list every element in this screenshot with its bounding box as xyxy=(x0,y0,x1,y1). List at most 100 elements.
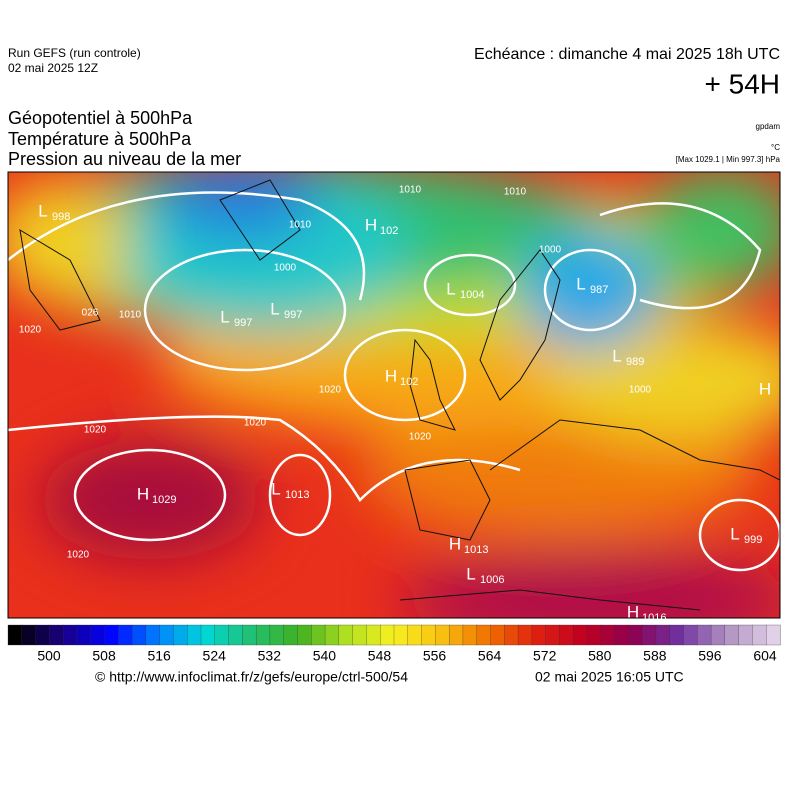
title: Pression au niveau de la mer xyxy=(8,149,241,169)
colorbar-tick-label: 564 xyxy=(478,648,502,664)
center-type: L xyxy=(220,307,229,326)
center-type: L xyxy=(576,274,585,293)
colorbar-swatch xyxy=(421,624,437,646)
colorbar-swatch xyxy=(490,624,505,646)
colorbar-swatch xyxy=(242,624,257,646)
colorbar-swatch xyxy=(641,624,657,646)
colorbar-swatch xyxy=(311,624,326,646)
colorbar-swatch xyxy=(297,624,312,646)
center-value: 1013 xyxy=(464,544,488,556)
isobar-label: 1020 xyxy=(244,418,267,429)
colorbar-swatch xyxy=(448,624,464,646)
isobar-label: 1010 xyxy=(119,310,142,321)
isobar-label: 1000 xyxy=(274,263,297,274)
colorbar-swatch xyxy=(710,624,726,646)
colorbar-swatch xyxy=(669,624,685,646)
colorbar-swatch xyxy=(600,624,616,646)
isobar-label: 1000 xyxy=(629,385,652,396)
colorbar-swatch xyxy=(407,624,423,646)
colorbar-swatch xyxy=(255,624,271,646)
colorbar-swatch xyxy=(159,624,175,646)
colorbar-swatch xyxy=(752,624,767,646)
center-value: 102 xyxy=(380,225,398,237)
colorbar-tick-label: 596 xyxy=(698,648,722,664)
colorbar-tick-label: 508 xyxy=(92,648,116,664)
colorbar-swatch xyxy=(366,624,381,646)
colorbar-swatch xyxy=(62,624,78,646)
colorbar-tick-label: 588 xyxy=(643,648,667,664)
colorbar-swatch xyxy=(338,624,354,646)
colorbar-tick-label: 540 xyxy=(313,648,337,664)
colorbar-swatch xyxy=(655,624,671,646)
colorbar-swatch xyxy=(724,624,740,646)
colorbar-tick-label: 500 xyxy=(37,648,61,664)
center-value: 989 xyxy=(626,356,644,368)
isobar-label: 1020 xyxy=(84,425,107,436)
isobar-label: 1020 xyxy=(409,432,432,443)
valid-time: Echéance : dimanche 4 mai 2025 18h UTC xyxy=(474,46,780,63)
center-value: 999 xyxy=(744,534,762,546)
colorbar-swatch xyxy=(462,624,478,646)
colorbar-swatch xyxy=(380,624,395,646)
colorbar-swatch xyxy=(435,624,450,646)
colorbar-swatch xyxy=(614,624,630,646)
center-value: 997 xyxy=(284,309,302,321)
colorbar-swatch xyxy=(504,624,519,646)
colorbar-swatch xyxy=(683,624,698,646)
isobar-label: 1020 xyxy=(319,385,342,396)
isobar-label: 1010 xyxy=(504,187,527,198)
isobar-label: 1020 xyxy=(19,325,42,336)
colorbar-swatch xyxy=(35,624,51,646)
title: Géopotentiel à 500hPa xyxy=(8,108,193,128)
colorbar-swatch xyxy=(7,624,23,646)
colorbar-tick-label: 556 xyxy=(423,648,447,664)
center-value: 102 xyxy=(400,376,418,388)
colorbar-swatch xyxy=(173,624,188,646)
colorbar-tick-label: 548 xyxy=(368,648,392,664)
lead-time: + 54H xyxy=(705,68,781,99)
isobar-label: 1010 xyxy=(399,185,422,196)
colorbar-swatch xyxy=(76,624,92,646)
colorbar-tick-label: 604 xyxy=(753,648,777,664)
unit-label: °C xyxy=(771,143,780,152)
center-value: 1013 xyxy=(285,489,309,501)
colorbar-tick-label: 516 xyxy=(147,648,171,664)
colorbar-tick-label: 524 xyxy=(203,648,227,664)
isobar-label: 1010 xyxy=(289,220,312,231)
center-type: L xyxy=(446,279,455,298)
center-type: H xyxy=(759,379,771,398)
center-type: L xyxy=(612,346,621,365)
center-type: L xyxy=(730,524,739,543)
colorbar-swatch xyxy=(104,624,119,646)
colorbar-tick-label: 580 xyxy=(588,648,612,664)
center-value: 987 xyxy=(590,284,608,296)
colorbar-swatch xyxy=(545,624,561,646)
center-value: 1029 xyxy=(152,494,176,506)
center-value: 1016 xyxy=(642,612,666,624)
isobar-label: 026 xyxy=(82,308,99,319)
colorbar-swatch xyxy=(269,624,285,646)
center-type: L xyxy=(270,299,279,318)
center-value: 1006 xyxy=(480,574,504,586)
colorbar-swatch xyxy=(766,624,781,646)
center-value: 998 xyxy=(52,211,70,223)
colorbar-swatch xyxy=(738,624,754,646)
colorbar-swatch xyxy=(393,624,409,646)
colorbar-swatch xyxy=(324,624,340,646)
generated-time: 02 mai 2025 16:05 UTC xyxy=(535,669,684,685)
colorbar-swatch xyxy=(118,624,133,646)
title: Température à 500hPa xyxy=(8,129,192,149)
run-date: 02 mai 2025 12Z xyxy=(8,61,98,75)
unit-label: [Max 1029.1 | Min 997.3] hPa xyxy=(676,155,781,164)
center-type: L xyxy=(466,564,475,583)
colorbar-tick-label: 572 xyxy=(533,648,557,664)
colorbar-swatch xyxy=(49,624,64,646)
colorbar-swatch xyxy=(283,624,299,646)
colorbar-tick-label: 532 xyxy=(258,648,282,664)
colorbar-swatch xyxy=(131,624,147,646)
colorbar-swatch xyxy=(228,624,244,646)
center-type: H xyxy=(385,366,397,385)
colorbar-swatch xyxy=(90,624,106,646)
colorbar-swatch xyxy=(697,624,712,646)
